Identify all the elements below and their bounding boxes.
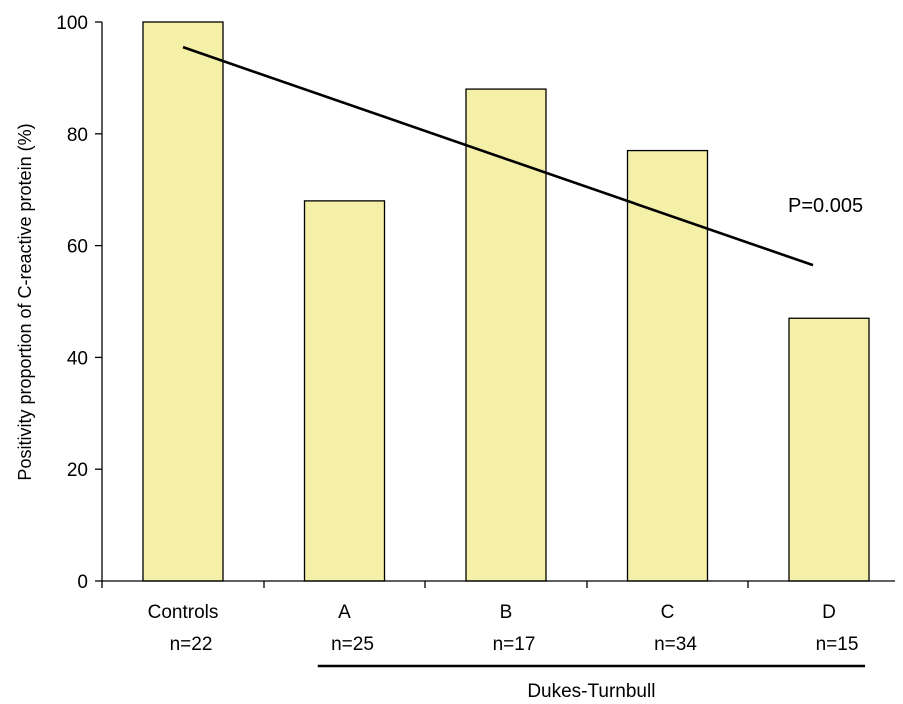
group-label: Dukes-Turnbull (527, 681, 655, 702)
y-tick-label: 60 (67, 237, 88, 258)
bar-d (788, 317, 870, 582)
bars-group (142, 21, 870, 582)
y-tick-label: 0 (77, 572, 88, 593)
trend-line (182, 45, 814, 267)
sample-size-label: n=22 (170, 634, 213, 655)
y-tick-label: 100 (56, 13, 88, 34)
x-ticks-group (101, 581, 749, 588)
x-tick-labels-group: Controls n=22 An=25 Bn=17 Cn=34 Dn=15 (148, 602, 859, 655)
x-tick-label: A (338, 602, 351, 623)
x-tick-label: C (661, 602, 675, 623)
x-tick-label: Controls (148, 602, 219, 623)
y-tick-label: 40 (67, 348, 88, 369)
bar-c (626, 149, 709, 582)
y-tick-label: 20 (67, 460, 88, 481)
sample-size-label: n=25 (331, 634, 374, 655)
bar-controls (142, 21, 224, 582)
y-tick-label: 80 (67, 125, 88, 146)
p-value-annotation: P=0.005 (788, 195, 863, 217)
y-ticks-group: 0 20 40 60 80 100 (56, 13, 102, 593)
bar-a (303, 200, 386, 582)
sample-size-label: n=17 (493, 634, 536, 655)
axes-group (101, 22, 895, 582)
bar-b (465, 88, 547, 582)
x-tick-label: B (500, 602, 513, 623)
sample-size-label: n=15 (816, 634, 859, 655)
y-axis-label: Positivity proportion of C-reactive prot… (15, 123, 35, 480)
sample-size-label: n=34 (654, 634, 697, 655)
x-tick-label: D (822, 602, 836, 623)
